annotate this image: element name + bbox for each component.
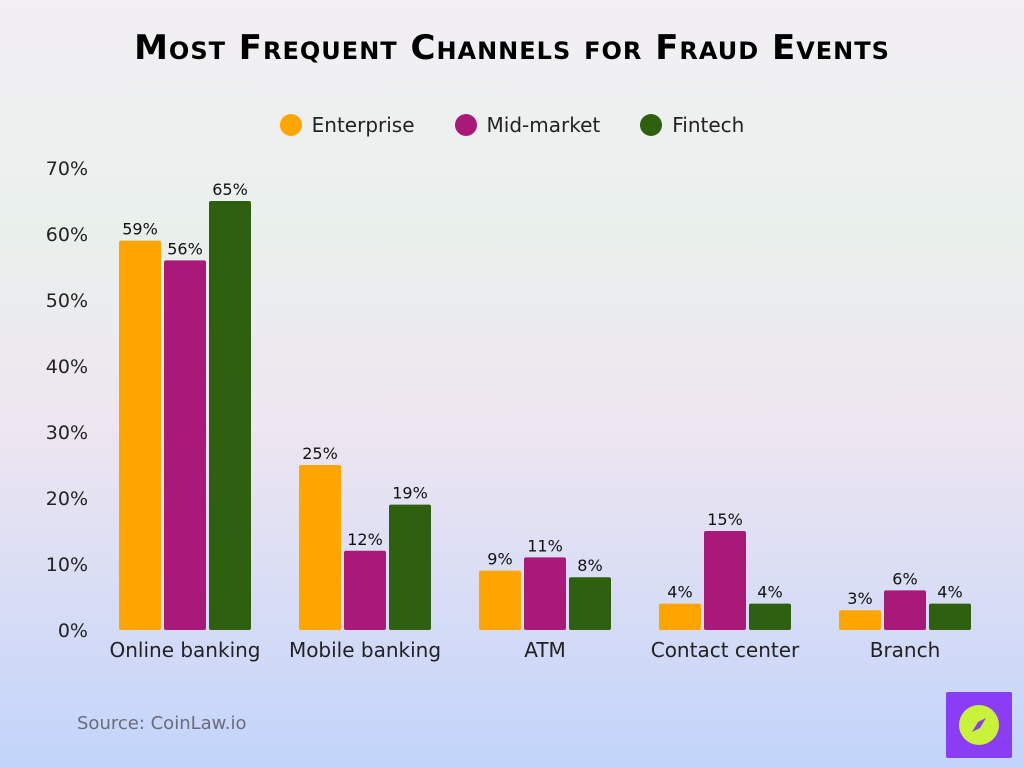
- logo: [946, 692, 1012, 758]
- data-label: 3%: [847, 589, 872, 608]
- data-label: 12%: [347, 530, 383, 549]
- data-label: 59%: [122, 220, 158, 239]
- bar-fintech: [209, 201, 251, 630]
- bar-fintech: [389, 504, 431, 630]
- bar-mid-market: [704, 531, 746, 630]
- data-label: 6%: [892, 569, 917, 588]
- legend-item-mid-market: Mid-market: [454, 113, 601, 137]
- data-label: 19%: [392, 484, 428, 503]
- data-label: 9%: [487, 550, 512, 569]
- legend-item-fintech: Fintech: [640, 113, 744, 137]
- y-tick-label: 10%: [46, 554, 88, 576]
- bar-enterprise: [119, 240, 161, 630]
- data-label: 11%: [527, 536, 563, 555]
- bar-mid-market: [884, 590, 926, 630]
- legend: Enterprise Mid-market Fintech: [0, 113, 1024, 137]
- y-tick-label: 40%: [46, 356, 88, 378]
- y-tick-label: 0%: [58, 620, 88, 642]
- bar-mid-market: [344, 550, 386, 630]
- bar-enterprise: [839, 610, 881, 630]
- legend-label-mid-market: Mid-market: [486, 113, 601, 137]
- x-tick-label: Online banking: [109, 638, 260, 662]
- bar-fintech: [749, 603, 791, 630]
- bar-fintech: [569, 577, 611, 630]
- legend-item-enterprise: Enterprise: [279, 113, 415, 137]
- y-tick-label: 70%: [46, 158, 88, 180]
- legend-label-fintech: Fintech: [672, 113, 745, 137]
- bar-enterprise: [299, 465, 341, 630]
- y-tick-label: 30%: [46, 422, 88, 444]
- data-label: 4%: [937, 583, 962, 602]
- x-tick-label: Branch: [870, 638, 941, 662]
- y-tick-label: 20%: [46, 488, 88, 510]
- data-label: 4%: [757, 583, 782, 602]
- bar-enterprise: [479, 570, 521, 630]
- source-text: Source: CoinLaw.io: [77, 713, 247, 734]
- bar-fintech: [929, 603, 971, 630]
- compass-icon: [959, 705, 999, 745]
- data-label: 8%: [577, 556, 602, 575]
- legend-swatch-enterprise: [279, 114, 302, 136]
- data-label: 15%: [707, 510, 743, 529]
- x-tick-label: Contact center: [651, 638, 800, 662]
- x-tick-label: Mobile banking: [289, 638, 441, 662]
- x-tick-label: ATM: [524, 638, 566, 662]
- data-label: 65%: [212, 180, 248, 199]
- legend-label-enterprise: Enterprise: [311, 113, 415, 137]
- bar-enterprise: [659, 603, 701, 630]
- bar-mid-market: [524, 557, 566, 630]
- y-tick-label: 50%: [46, 290, 88, 312]
- data-label: 4%: [667, 583, 692, 602]
- chart-title: Most Frequent Channels for Fraud Events: [134, 28, 890, 68]
- legend-swatch-fintech: [640, 114, 663, 136]
- legend-swatch-mid-market: [454, 114, 477, 136]
- data-label: 56%: [167, 239, 203, 258]
- data-label: 25%: [302, 444, 338, 463]
- bar-mid-market: [164, 260, 206, 630]
- y-tick-label: 60%: [46, 224, 88, 246]
